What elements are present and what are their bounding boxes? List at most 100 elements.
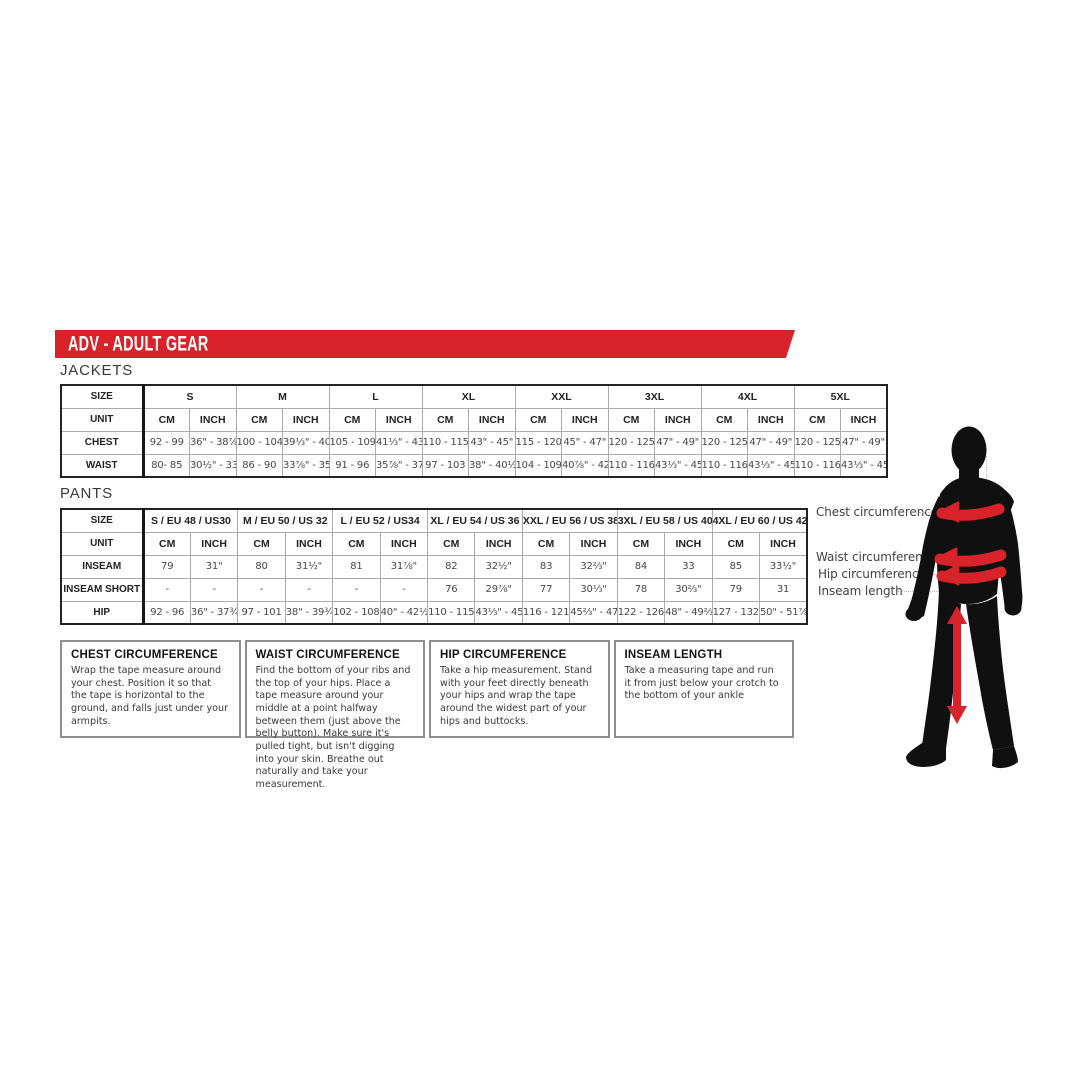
inseam-arrowhead-down-icon bbox=[947, 706, 967, 724]
table-cell: 29⅞" bbox=[474, 577, 523, 602]
row-label: WAIST bbox=[60, 453, 145, 478]
table-cell: - bbox=[284, 577, 334, 602]
unit-header: INCH bbox=[561, 407, 609, 432]
box-body: Take a measuring tape and run it from ju… bbox=[624, 665, 779, 702]
table-row: UNIT CM INCH CM INCH CM INCH CM INCH CM … bbox=[60, 531, 808, 556]
inseam-arrowhead-up-icon bbox=[947, 606, 967, 624]
hip-circumference-label: Hip circumference bbox=[818, 567, 926, 581]
table-cell: - bbox=[237, 577, 286, 602]
chest-arrowhead-icon bbox=[937, 501, 959, 523]
unit-header: INCH bbox=[474, 531, 523, 556]
unit-header: CM bbox=[616, 531, 666, 556]
unit-header: INCH bbox=[654, 407, 702, 432]
table-cell: 35⅞" - 37¾" bbox=[375, 453, 423, 478]
table-cell: 40" - 42½" bbox=[379, 600, 429, 625]
table-cell: 116 - 121 bbox=[521, 600, 571, 625]
unit-header: CM bbox=[514, 407, 562, 432]
size-header: XXL bbox=[514, 384, 609, 409]
table-cell: 102 - 108 bbox=[332, 600, 381, 625]
measurement-instructions: CHEST CIRCUMFERENCE Wrap the tape measur… bbox=[60, 640, 794, 790]
size-header: M bbox=[235, 384, 330, 409]
table-cell: 120 - 125 bbox=[793, 430, 841, 455]
row-label: INSEAM SHORT bbox=[60, 577, 145, 602]
table-row: UNIT CM INCH CM INCH CM INCH CM INCH CM … bbox=[60, 407, 888, 432]
table-cell: 38" - 40½" bbox=[468, 453, 516, 478]
unit-header: INCH bbox=[189, 407, 237, 432]
table-cell: 31 bbox=[758, 577, 808, 602]
table-cell: 79 bbox=[142, 554, 191, 579]
box-body: Find the bottom of your ribs and the top… bbox=[255, 665, 411, 790]
table-cell: 92 - 99 bbox=[142, 430, 190, 455]
table-cell: 77 bbox=[521, 577, 571, 602]
table-cell: 30⅔" bbox=[664, 577, 713, 602]
table-cell: 110 - 116 bbox=[793, 453, 841, 478]
size-header: XL / EU 54 / US 36 bbox=[427, 508, 523, 533]
unit-header: INCH bbox=[664, 531, 713, 556]
table-cell: 97 - 101 bbox=[237, 600, 286, 625]
unit-header: CM bbox=[332, 531, 381, 556]
hip-instruction-box: HIP CIRCUMFERENCE Take a hip measurement… bbox=[429, 640, 610, 738]
table-cell: 43" - 45" bbox=[468, 430, 516, 455]
banner-title: ADV - ADULT GEAR bbox=[68, 331, 209, 356]
unit-header: CM bbox=[711, 531, 760, 556]
row-label: SIZE bbox=[60, 508, 145, 533]
chest-leader-line bbox=[919, 512, 943, 513]
size-header: 4XL bbox=[700, 384, 795, 409]
box-body: Take a hip measurement. Stand with your … bbox=[440, 665, 593, 727]
unit-header: INCH bbox=[282, 407, 330, 432]
waist-circumference-label: Waist circumference bbox=[816, 550, 937, 564]
table-cell: 84 bbox=[616, 554, 666, 579]
box-body: Wrap the tape measure around your chest.… bbox=[71, 665, 229, 727]
unit-header: INCH bbox=[747, 407, 795, 432]
table-cell: - bbox=[379, 577, 429, 602]
measurement-bands bbox=[934, 501, 1007, 724]
table-row: SIZE S / EU 48 / US30 M / EU 50 / US 32 … bbox=[60, 508, 808, 533]
table-cell: 110 - 116 bbox=[607, 453, 655, 478]
table-cell: 110 - 116 bbox=[700, 453, 748, 478]
row-label: CHEST bbox=[60, 430, 145, 455]
table-cell: 36" - 38⅞" bbox=[189, 430, 237, 455]
unit-header: INCH bbox=[840, 407, 888, 432]
table-cell: 43⅓" - 45⅔" bbox=[747, 453, 795, 478]
unit-header: CM bbox=[521, 531, 571, 556]
table-cell: 36" - 37¾" bbox=[189, 600, 239, 625]
unit-header: CM bbox=[793, 407, 841, 432]
size-header: 4XL / EU 60 / US 42 bbox=[711, 508, 808, 533]
size-header: L / EU 52 / US34 bbox=[332, 508, 429, 533]
table-cell: 48" - 49⅔" bbox=[664, 600, 713, 625]
unit-header: INCH bbox=[189, 531, 239, 556]
row-label: UNIT bbox=[60, 407, 145, 432]
table-row: CHEST 92 - 99 36" - 38⅞" 100 - 104 39⅓" … bbox=[60, 430, 888, 455]
table-cell: - bbox=[332, 577, 381, 602]
table-cell: 122 - 126 bbox=[616, 600, 666, 625]
table-cell: 43⅓" - 45⅔" bbox=[654, 453, 702, 478]
unit-header: INCH bbox=[758, 531, 808, 556]
box-title: HIP CIRCUMFERENCE bbox=[440, 649, 567, 661]
box-title: INSEAM LENGTH bbox=[624, 649, 723, 661]
size-header: XXL / EU 56 / US 38 bbox=[521, 508, 618, 533]
unit-header: CM bbox=[235, 407, 283, 432]
table-cell: 33½" bbox=[758, 554, 808, 579]
table-row: SIZE S M L XL XXL 3XL 4XL 5XL bbox=[60, 384, 888, 409]
inseam-length-label: Inseam length bbox=[818, 584, 903, 598]
unit-header: CM bbox=[607, 407, 655, 432]
unit-header: INCH bbox=[375, 407, 423, 432]
table-cell: 76 bbox=[427, 577, 476, 602]
unit-header: INCH bbox=[468, 407, 516, 432]
silhouette-shapes bbox=[905, 426, 1023, 769]
table-cell: 85 bbox=[711, 554, 760, 579]
table-cell: 43⅓" - 45¼" bbox=[474, 600, 523, 625]
row-label: INSEAM bbox=[60, 554, 145, 579]
table-cell: 83 bbox=[521, 554, 571, 579]
section-banner: ADV - ADULT GEAR bbox=[55, 330, 795, 358]
unit-header: CM bbox=[142, 407, 190, 432]
row-label: SIZE bbox=[60, 384, 145, 409]
size-header: 5XL bbox=[793, 384, 888, 409]
table-cell: 115 - 120 bbox=[514, 430, 562, 455]
pants-heading: PANTS bbox=[60, 485, 113, 502]
table-cell: 50" - 51⅞" bbox=[758, 600, 808, 625]
table-cell: 31½" bbox=[284, 554, 334, 579]
table-row: WAIST 80- 85 30½" - 33½" 86 - 90 33⅞" - … bbox=[60, 453, 888, 478]
waist-instruction-box: WAIST CIRCUMFERENCE Find the bottom of y… bbox=[244, 640, 425, 790]
box-title: WAIST CIRCUMFERENCE bbox=[255, 649, 400, 661]
